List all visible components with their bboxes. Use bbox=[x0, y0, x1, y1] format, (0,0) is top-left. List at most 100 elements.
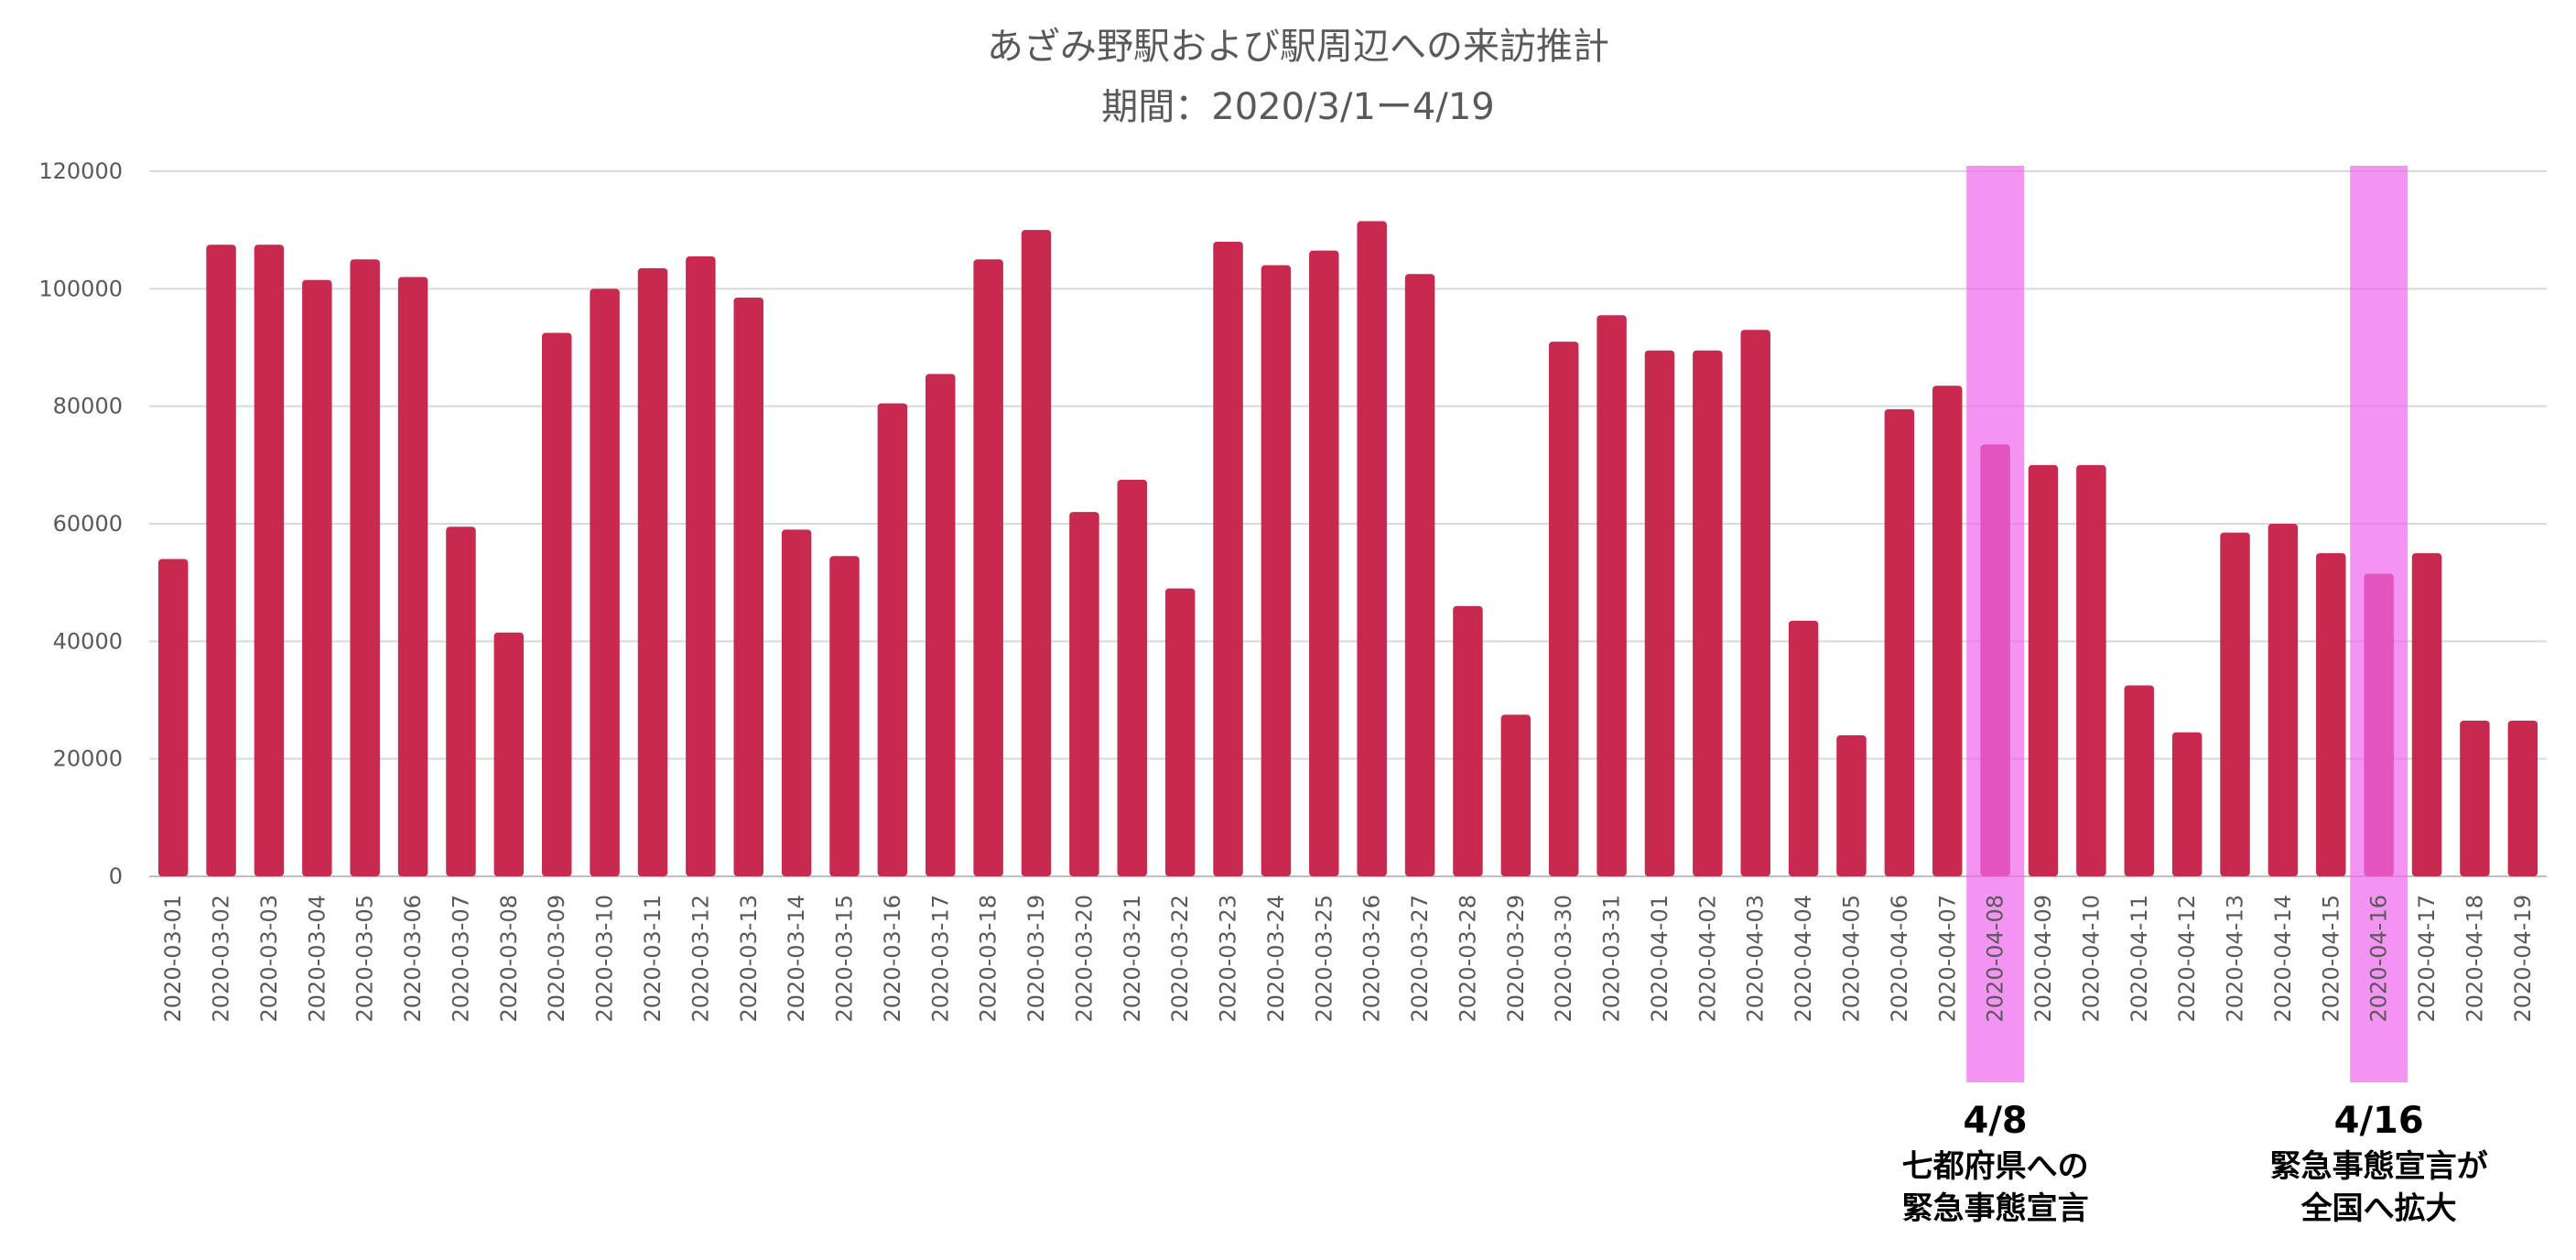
x-tick-label: 2020-03-14 bbox=[784, 895, 809, 1022]
bar bbox=[1596, 315, 1627, 876]
bar bbox=[2507, 720, 2538, 876]
y-tick-label: 20000 bbox=[53, 746, 123, 772]
y-tick-label: 40000 bbox=[53, 628, 123, 654]
x-axis: 2020-03-01 2020-03-02 2020-03-03 2020-03-04… bbox=[160, 895, 2536, 1022]
bar bbox=[446, 527, 476, 876]
y-tick-label: 60000 bbox=[53, 511, 123, 537]
bar bbox=[1453, 605, 1483, 876]
bar bbox=[1644, 350, 1675, 876]
x-tick-label: 2020-04-16 bbox=[2366, 895, 2392, 1022]
x-tick-label: 2020-03-10 bbox=[592, 895, 618, 1022]
bar bbox=[2460, 720, 2490, 876]
x-tick-label: 2020-03-06 bbox=[400, 895, 426, 1022]
highlight-bands bbox=[1966, 166, 2408, 1082]
x-tick-label: 2020-04-09 bbox=[2030, 895, 2056, 1022]
bar bbox=[2316, 553, 2346, 876]
bar bbox=[2268, 524, 2299, 876]
bar bbox=[493, 632, 525, 876]
x-tick-label: 2020-03-08 bbox=[496, 895, 522, 1022]
x-tick-label: 2020-03-30 bbox=[1551, 895, 1576, 1022]
bar bbox=[2028, 464, 2059, 876]
bar bbox=[1117, 479, 1148, 876]
bar bbox=[254, 244, 285, 876]
x-tick-label: 2020-04-15 bbox=[2318, 895, 2343, 1022]
x-tick-label: 2020-03-04 bbox=[304, 895, 330, 1022]
bar bbox=[1357, 221, 1387, 876]
x-tick-label: 2020-03-21 bbox=[1120, 895, 1145, 1022]
x-tick-label: 2020-03-05 bbox=[352, 895, 378, 1022]
bar bbox=[973, 259, 1003, 876]
x-tick-label: 2020-04-02 bbox=[1694, 895, 1720, 1022]
bar bbox=[1261, 265, 1292, 877]
bar bbox=[302, 279, 332, 876]
bar bbox=[2171, 732, 2203, 876]
x-tick-label: 2020-03-20 bbox=[1071, 895, 1097, 1022]
bar bbox=[2124, 685, 2155, 876]
bar bbox=[397, 277, 428, 876]
y-tick-label: 100000 bbox=[38, 276, 123, 301]
highlight-band bbox=[1966, 166, 2025, 1082]
annotation-text: 緊急事態宣言が bbox=[2270, 1148, 2488, 1185]
x-tick-label: 2020-03-29 bbox=[1503, 895, 1529, 1022]
bar bbox=[1788, 620, 1819, 876]
bar bbox=[1309, 250, 1339, 876]
bar bbox=[1404, 274, 1435, 877]
bar bbox=[590, 288, 620, 876]
bars bbox=[157, 221, 2538, 877]
bar bbox=[350, 259, 380, 876]
bar bbox=[1884, 408, 1915, 876]
bar bbox=[1836, 735, 1867, 876]
x-tick-label: 2020-03-03 bbox=[256, 895, 282, 1022]
y-tick-label: 120000 bbox=[38, 158, 123, 184]
bar bbox=[1500, 714, 1532, 876]
bar bbox=[925, 374, 956, 876]
bar bbox=[686, 256, 716, 877]
x-tick-label: 2020-03-23 bbox=[1216, 895, 1241, 1022]
x-tick-label: 2020-04-11 bbox=[2127, 895, 2152, 1022]
chart-subtitle: 期間：2020/3/1ー4/19 bbox=[1101, 86, 1494, 128]
x-tick-label: 2020-03-11 bbox=[640, 895, 666, 1022]
x-tick-label: 2020-03-16 bbox=[880, 895, 905, 1022]
x-tick-label: 2020-03-15 bbox=[832, 895, 858, 1022]
x-tick-label: 2020-04-04 bbox=[1791, 895, 1816, 1022]
x-tick-label: 2020-03-09 bbox=[544, 895, 569, 1022]
bar bbox=[1021, 230, 1052, 876]
bar bbox=[1213, 242, 1243, 876]
x-tick-label: 2020-04-19 bbox=[2510, 895, 2536, 1022]
bar bbox=[877, 403, 908, 876]
bar bbox=[2411, 553, 2442, 876]
bar bbox=[1069, 512, 1099, 876]
x-tick-label: 2020-03-22 bbox=[1167, 895, 1193, 1022]
x-tick-label: 2020-04-10 bbox=[2078, 895, 2104, 1022]
x-tick-label: 2020-04-07 bbox=[1934, 895, 1960, 1022]
bar bbox=[1740, 330, 1770, 876]
bar bbox=[541, 332, 572, 876]
bar bbox=[2076, 464, 2106, 876]
x-tick-label: 2020-03-25 bbox=[1311, 895, 1337, 1022]
annotation-date: 4/16 bbox=[2334, 1100, 2424, 1142]
x-tick-label: 2020-04-14 bbox=[2270, 895, 2296, 1022]
annotation-text: 七都府県への bbox=[1902, 1148, 2089, 1185]
x-tick-label: 2020-03-24 bbox=[1263, 895, 1289, 1022]
x-tick-label: 2020-04-12 bbox=[2174, 895, 2200, 1022]
bar bbox=[733, 297, 763, 876]
x-tick-label: 2020-04-18 bbox=[2462, 895, 2487, 1022]
y-axis: 0 20000 40000 60000 80000 100000 120000 bbox=[38, 158, 123, 889]
x-tick-label: 2020-03-18 bbox=[976, 895, 1001, 1022]
x-tick-label: 2020-04-17 bbox=[2414, 895, 2440, 1022]
highlight-band bbox=[2350, 166, 2408, 1082]
annotation-text: 緊急事態宣言 bbox=[1902, 1190, 2089, 1227]
x-tick-label: 2020-03-01 bbox=[160, 895, 186, 1022]
annotation-date: 4/8 bbox=[1963, 1100, 2027, 1142]
x-tick-label: 2020-04-03 bbox=[1743, 895, 1769, 1022]
bar bbox=[829, 556, 860, 876]
x-tick-label: 2020-04-06 bbox=[1887, 895, 1912, 1022]
bar bbox=[2220, 532, 2250, 876]
x-tick-label: 2020-04-05 bbox=[1838, 895, 1864, 1022]
bar bbox=[781, 529, 812, 876]
x-tick-label: 2020-03-13 bbox=[736, 895, 762, 1022]
annotation-text: 全国へ拡大 bbox=[2300, 1190, 2457, 1227]
x-tick-label: 2020-03-02 bbox=[209, 895, 234, 1022]
